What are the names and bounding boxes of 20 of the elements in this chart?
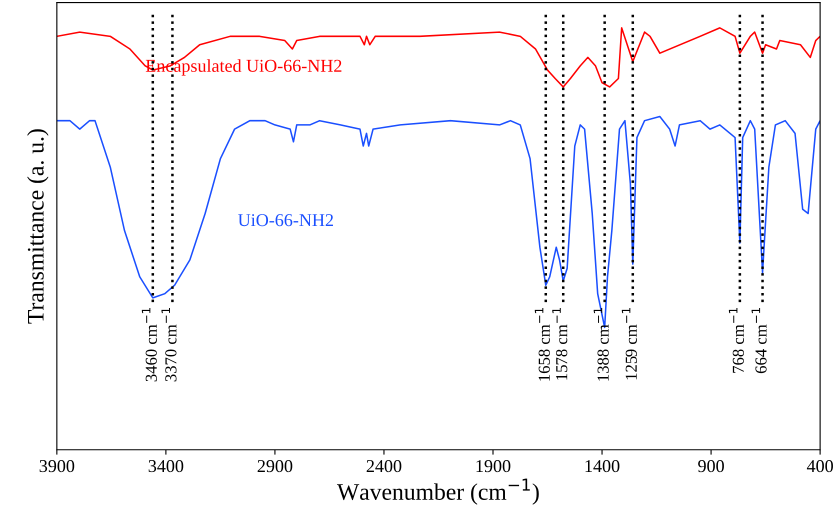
ref-line-label: 1658 cm$^{−1}$: [534, 308, 550, 381]
ref-line-label: 1388 cm$^{−1}$: [594, 308, 609, 381]
x-tick-label: 400: [806, 460, 833, 472]
ref-line-label: 1259 cm$^{−1}$: [622, 308, 637, 380]
x-tick-label: 1900: [476, 460, 510, 472]
ref-line-label: 768 cm$^{−1}$: [728, 308, 744, 373]
x-tick-label: 2400: [366, 460, 402, 472]
x-tick-label: 1400: [586, 460, 620, 472]
x-axis-title: Wavenumber (cm$^{−1}$): [336, 478, 539, 505]
ref-line-label: 1578 cm$^{−1}$: [552, 308, 568, 380]
ref-line-label: 3370 cm$^{−1}$: [161, 308, 177, 382]
x-tick-label: 2900: [258, 460, 292, 472]
x-tick-label: 3400: [148, 460, 184, 472]
series-label: UiO-66-NH2: [238, 214, 333, 226]
x-tick-label: 900: [698, 460, 724, 472]
y-axis-title: Transmittance (a. u.): [27, 129, 49, 324]
series-label: Encapsulated UiO-66-NH2: [146, 59, 342, 76]
x-tick-label: 3900: [40, 460, 74, 472]
ref-line-label: 664 cm$^{−1}$: [752, 308, 767, 374]
ref-line-label: 3460 cm$^{−1}$: [142, 308, 157, 382]
